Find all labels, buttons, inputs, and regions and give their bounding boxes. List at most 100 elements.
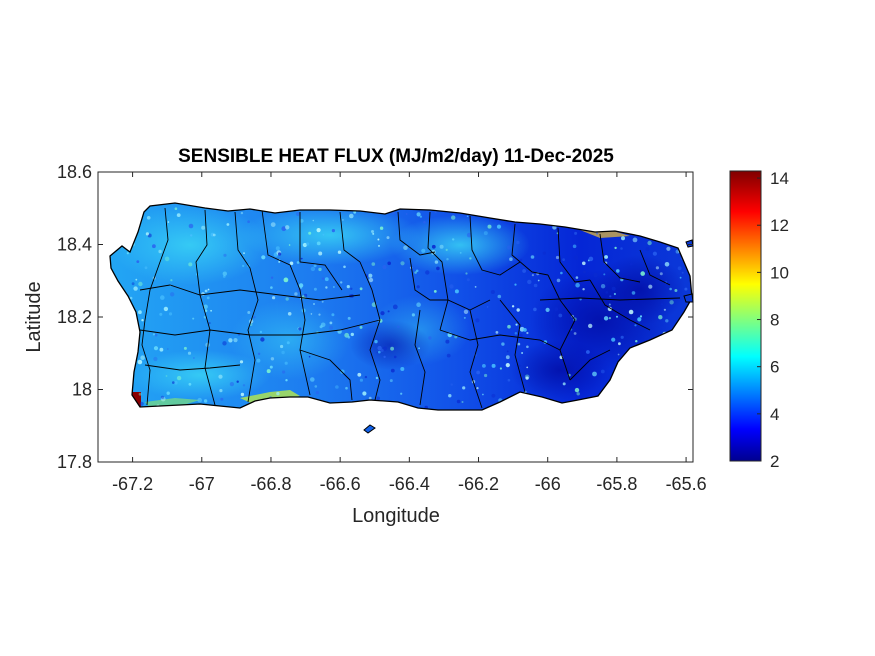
speckle <box>138 392 142 396</box>
speckle <box>299 219 304 223</box>
speckle <box>174 380 178 385</box>
speckle <box>160 295 165 300</box>
speckle <box>560 271 563 275</box>
speckle <box>586 350 590 354</box>
speckle <box>282 370 286 374</box>
speckle <box>210 309 213 312</box>
speckle <box>377 238 380 241</box>
speckle <box>359 378 363 382</box>
speckle <box>499 367 502 370</box>
speckle <box>294 292 298 296</box>
speckle <box>400 367 405 371</box>
speckle <box>380 348 384 352</box>
y-tick-label: 17.8 <box>57 452 92 472</box>
speckle <box>428 336 432 340</box>
y-tick-label: 18.2 <box>57 307 92 327</box>
speckle <box>313 303 315 305</box>
y-tick-label: 18.6 <box>57 162 92 182</box>
speckle <box>583 270 586 274</box>
speckle <box>353 210 357 214</box>
speckle <box>318 313 321 316</box>
speckle <box>451 215 456 220</box>
speckle <box>507 378 511 382</box>
speckle <box>331 229 335 233</box>
speckle <box>312 219 315 222</box>
speckle <box>228 338 233 343</box>
speckle <box>466 278 470 282</box>
speckle <box>617 353 620 356</box>
speckle <box>383 355 386 359</box>
speckle <box>466 232 472 238</box>
islet-caja-de-muertos <box>363 424 376 434</box>
x-tick-label: -66.8 <box>250 474 291 494</box>
speckle <box>242 384 246 387</box>
speckle <box>575 276 579 279</box>
speckle <box>482 393 484 396</box>
speckle <box>439 244 444 249</box>
speckle <box>526 366 529 369</box>
speckle <box>131 282 135 286</box>
speckle <box>203 304 208 310</box>
speckle <box>463 316 466 319</box>
speckle <box>135 278 138 281</box>
speckle <box>371 262 376 266</box>
speckle <box>525 376 529 380</box>
speckle <box>158 249 162 254</box>
speckle <box>405 213 408 215</box>
speckle <box>377 345 382 351</box>
speckle <box>144 266 148 270</box>
speckle <box>372 232 375 235</box>
speckle <box>126 252 129 255</box>
x-tick-label: -67.2 <box>112 474 153 494</box>
speckle <box>400 392 403 395</box>
speckle <box>555 255 560 260</box>
speckle <box>620 335 624 339</box>
speckle <box>193 357 195 359</box>
speckle <box>275 246 280 251</box>
speckle <box>259 330 263 334</box>
speckle <box>628 309 634 315</box>
speckle <box>679 276 682 279</box>
speckle <box>433 290 437 293</box>
speckle <box>562 258 565 261</box>
speckle <box>188 262 193 267</box>
speckle <box>153 346 159 351</box>
speckle <box>283 277 289 283</box>
speckle <box>138 281 143 287</box>
speckle <box>308 355 311 358</box>
speckle <box>533 307 537 312</box>
speckle <box>554 307 559 311</box>
speckle <box>286 341 290 345</box>
speckle <box>393 355 397 359</box>
speckle <box>663 308 667 311</box>
speckle <box>350 332 354 337</box>
speckle <box>545 307 550 312</box>
speckle <box>632 237 638 243</box>
speckle <box>595 232 599 235</box>
speckle <box>645 247 650 252</box>
speckle <box>611 337 616 342</box>
speckle <box>153 356 158 362</box>
speckle <box>497 294 502 299</box>
speckle <box>165 375 168 377</box>
speckle <box>537 279 540 282</box>
speckle <box>618 342 621 346</box>
speckle <box>466 215 469 218</box>
speckle <box>514 283 517 286</box>
speckle <box>608 317 612 320</box>
speckle <box>631 291 636 295</box>
speckle <box>325 286 328 289</box>
speckle <box>386 236 390 240</box>
speckle <box>505 355 510 360</box>
colorbar-tick-label: 14 <box>770 169 789 188</box>
speckle <box>346 285 350 289</box>
speckle <box>416 285 420 289</box>
speckle <box>129 296 133 300</box>
speckle <box>530 255 535 259</box>
speckle <box>337 250 342 254</box>
speckle <box>507 324 511 329</box>
speckle <box>272 296 276 300</box>
x-tick-label: -67 <box>189 474 215 494</box>
speckle <box>310 313 313 315</box>
